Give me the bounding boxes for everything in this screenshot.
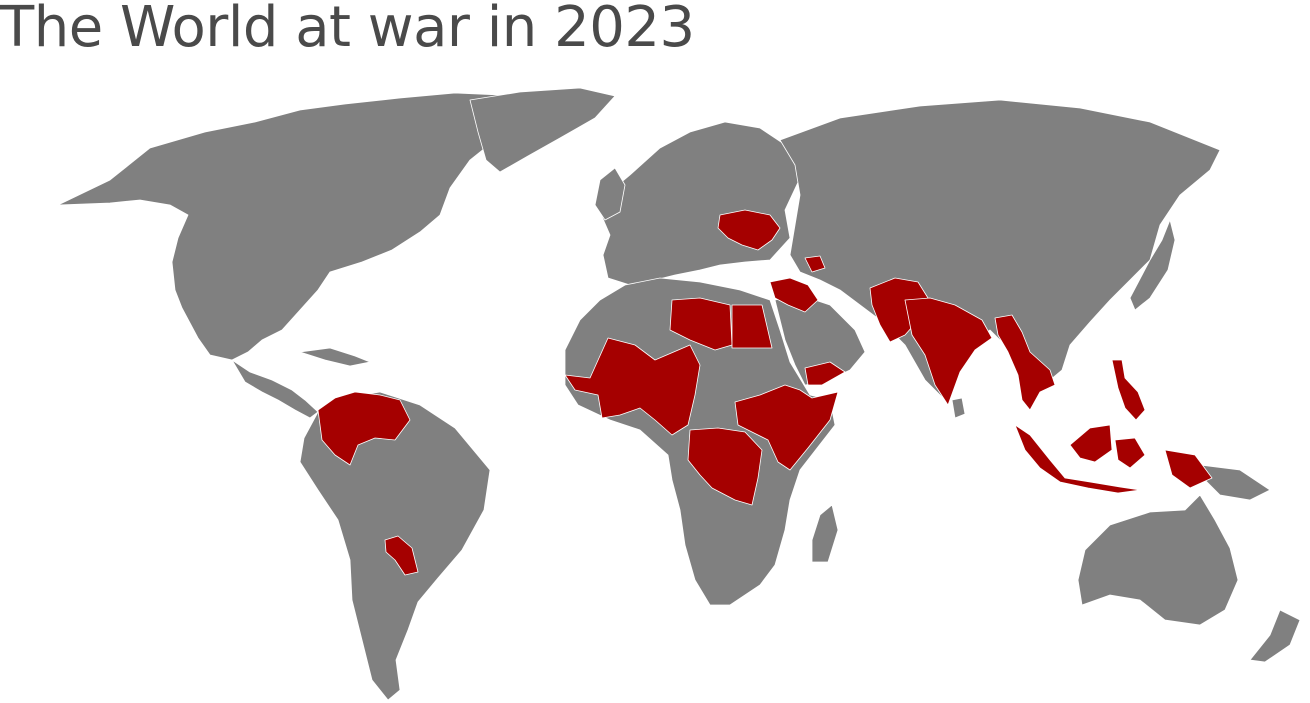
land-japan bbox=[1129, 219, 1176, 311]
country-ukraine[interactable] bbox=[717, 209, 781, 251]
land-central-america bbox=[231, 359, 319, 419]
country-philippines[interactable] bbox=[1111, 359, 1146, 421]
country-syria-iraq[interactable] bbox=[769, 277, 819, 313]
land-new-zealand bbox=[1249, 609, 1301, 663]
country-paraguay[interactable] bbox=[384, 535, 419, 576]
country-dr-congo[interactable] bbox=[687, 427, 763, 506]
land-australia bbox=[1077, 494, 1239, 626]
land-madagascar bbox=[811, 504, 839, 563]
land-sri-lanka bbox=[951, 397, 966, 419]
page-title: The World at war in 2023 bbox=[0, 0, 695, 60]
land-caribbean bbox=[299, 347, 371, 367]
country-horn-of-africa[interactable] bbox=[734, 384, 839, 471]
country-colombia-venezuela[interactable] bbox=[317, 391, 411, 466]
land-arabia bbox=[774, 294, 866, 386]
country-caucasus[interactable] bbox=[804, 255, 826, 273]
land-british-isles bbox=[594, 167, 626, 221]
land-europe bbox=[599, 121, 801, 286]
country-yemen[interactable] bbox=[804, 361, 846, 386]
country-indonesia[interactable] bbox=[1014, 424, 1213, 494]
land-new-guinea bbox=[1199, 464, 1271, 501]
country-egypt[interactable] bbox=[731, 304, 773, 349]
country-myanmar-thailand[interactable] bbox=[994, 314, 1056, 411]
land-north-america bbox=[57, 92, 536, 361]
land-greenland bbox=[469, 87, 616, 173]
conflict-countries bbox=[317, 209, 1213, 576]
country-india[interactable] bbox=[904, 297, 993, 406]
country-sahel[interactable] bbox=[564, 337, 701, 436]
country-libya[interactable] bbox=[669, 297, 733, 351]
